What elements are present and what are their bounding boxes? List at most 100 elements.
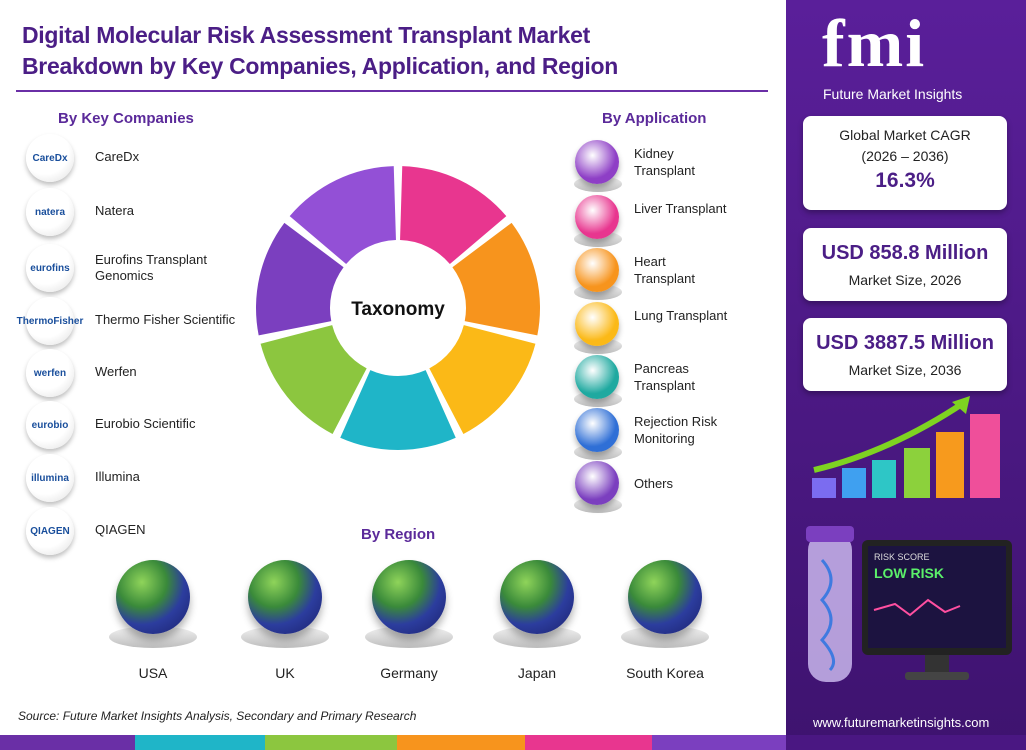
region-name: South Korea xyxy=(626,665,704,681)
company-logo: CareDx xyxy=(26,134,74,182)
company-name: CareDx xyxy=(95,149,140,164)
screen-line xyxy=(873,598,961,617)
stat-value: USD 3887.5 Million xyxy=(816,332,994,354)
divider xyxy=(16,90,768,92)
donut-segment xyxy=(400,166,507,265)
globe xyxy=(500,560,574,634)
company-logo: werfen xyxy=(26,349,74,397)
donut-segment xyxy=(452,222,540,336)
screen-caption: RISK SCORE xyxy=(874,552,930,562)
section-heading: By Region xyxy=(361,526,436,543)
stat-label: Market Size, 2026 xyxy=(848,272,962,288)
title-line: Digital Molecular Risk Assessment Transp… xyxy=(22,22,590,48)
monitor-base xyxy=(905,672,969,680)
monitor-illustration: RISK SCORE LOW RISK xyxy=(806,526,1012,682)
title-line: Breakdown by Key Companies, Application,… xyxy=(22,53,618,79)
application-name: Others xyxy=(634,476,674,491)
region-name: UK xyxy=(275,665,295,681)
application-icon xyxy=(575,461,619,505)
title: Digital Molecular Risk Assessment Transp… xyxy=(22,20,618,82)
test-tube xyxy=(808,532,852,682)
color-strip xyxy=(786,735,1026,750)
brand-name: Future Market Insights xyxy=(823,86,963,102)
region-name: USA xyxy=(138,665,168,681)
application-name: Lung Transplant xyxy=(634,308,728,323)
application-icon xyxy=(575,248,619,292)
donut-label: Taxonomy xyxy=(351,299,445,320)
company-logo: QIAGEN xyxy=(26,507,74,555)
dna xyxy=(819,558,836,672)
company-logo: ThermoFisher xyxy=(17,297,83,345)
globe-stand xyxy=(365,626,453,648)
application-icon xyxy=(575,195,619,239)
donut-segment xyxy=(260,325,367,435)
illustration-bar xyxy=(936,432,964,498)
trend-arrow xyxy=(813,399,967,473)
application-name: Heart Transplant xyxy=(634,254,695,286)
website: www.futuremarketinsights.com xyxy=(813,715,990,730)
globe xyxy=(248,560,322,634)
region-name: Germany xyxy=(380,665,438,681)
section-heading: By Application xyxy=(602,110,707,127)
application-name: Rejection Risk Monitoring xyxy=(634,414,718,446)
company-name: QIAGEN xyxy=(95,522,146,537)
source-note: Source: Future Market Insights Analysis,… xyxy=(18,709,417,723)
application-icon xyxy=(575,302,619,346)
globe-stand xyxy=(109,626,197,648)
company-logo: eurobio xyxy=(26,401,74,449)
taxonomy-donut: Taxonomy xyxy=(256,166,540,450)
monitor-stand xyxy=(925,655,949,673)
globe-stand xyxy=(241,626,329,648)
region-name: Japan xyxy=(517,665,557,681)
stat-value: 16.3% xyxy=(875,169,935,192)
application-icon xyxy=(575,408,619,452)
donut-segment xyxy=(256,222,344,336)
illustration-bar xyxy=(872,460,896,498)
company-name: Natera xyxy=(95,203,135,218)
section-heading: By Key Companies xyxy=(58,110,194,127)
application-name: Pancreas Transplant xyxy=(634,361,695,393)
company-name: Eurofins Transplant Genomics xyxy=(95,252,208,283)
globe xyxy=(628,560,702,634)
globe-stand xyxy=(621,626,709,648)
stat-label: Global Market CAGR xyxy=(839,127,971,143)
donut-segment xyxy=(429,325,536,435)
illustration-bar xyxy=(812,478,836,498)
company-name: Werfen xyxy=(95,364,137,379)
illustration-bar xyxy=(904,448,930,498)
color-strip xyxy=(525,735,652,750)
company-logo: natera xyxy=(26,188,74,236)
company-name: Illumina xyxy=(95,469,140,484)
color-strip xyxy=(652,735,786,750)
donut-segment xyxy=(289,166,396,265)
color-strip xyxy=(397,735,525,750)
screen-status: LOW RISK xyxy=(874,565,944,581)
company-name: Thermo Fisher Scientific xyxy=(95,312,236,327)
application-name: Liver Transplant xyxy=(634,201,727,216)
growth-illustration xyxy=(812,396,1000,498)
stat-label: Market Size, 2036 xyxy=(848,362,962,378)
stat-period: (2026 – 2036) xyxy=(861,148,949,164)
stat-card: Global Market CAGR (2026 – 2036) 16.3% xyxy=(803,116,1007,210)
globe-stand xyxy=(493,626,581,648)
application-icon xyxy=(575,140,619,184)
illustration-bar xyxy=(970,414,1000,498)
company-logo: illumina xyxy=(26,454,74,502)
globe xyxy=(372,560,446,634)
globe xyxy=(116,560,190,634)
arrow-head xyxy=(952,396,970,414)
application-icon xyxy=(575,355,619,399)
color-strip xyxy=(265,735,397,750)
application-name: Kidney Transplant xyxy=(634,146,695,178)
company-name: Eurobio Scientific xyxy=(95,416,196,431)
stat-value: USD 858.8 Million xyxy=(821,242,989,264)
illustration-bar xyxy=(842,468,866,498)
stat-card: USD 858.8 Million Market Size, 2026 xyxy=(803,228,1007,301)
stat-card: USD 3887.5 Million Market Size, 2036 xyxy=(803,318,1007,391)
color-strip xyxy=(0,735,135,750)
tube-cap xyxy=(806,526,854,542)
donut-segment xyxy=(340,370,456,450)
company-logo: eurofins xyxy=(26,244,74,292)
screen xyxy=(868,546,1006,648)
